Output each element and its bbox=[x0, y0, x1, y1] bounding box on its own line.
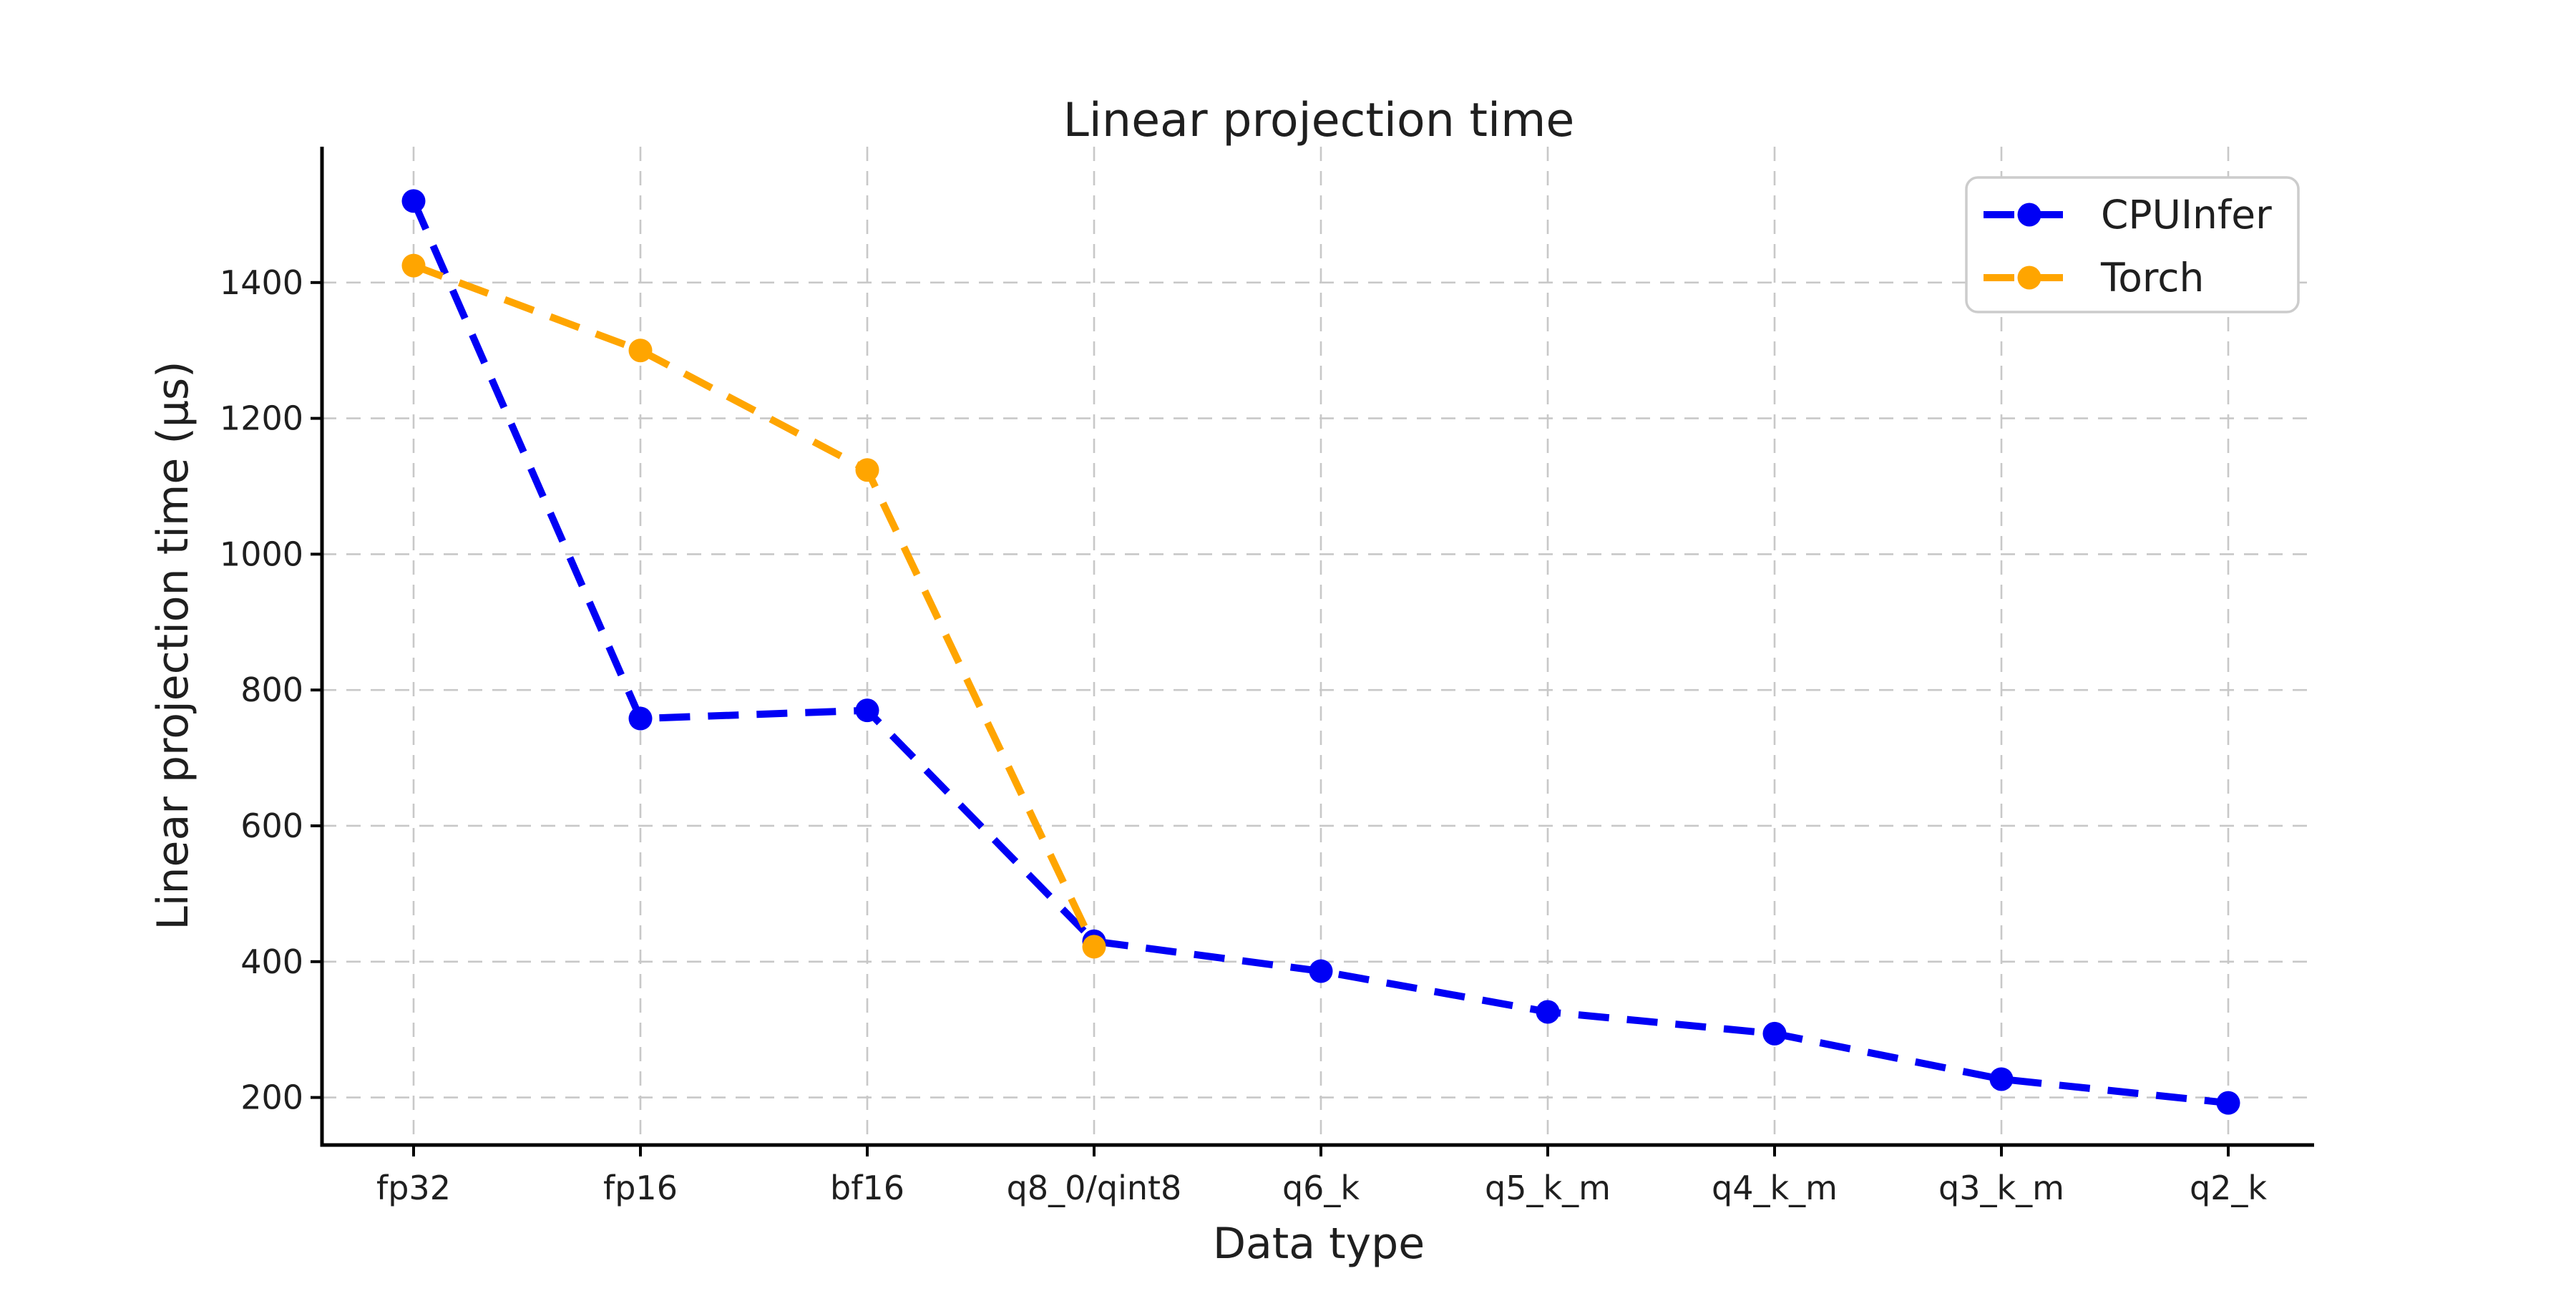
data-point-marker-cpuinfer bbox=[1762, 1021, 1787, 1046]
y-axis-label: Linear projection time (µs) bbox=[148, 361, 198, 930]
data-point-marker-torch bbox=[628, 338, 653, 363]
data-point-marker-cpuinfer bbox=[1989, 1067, 2014, 1091]
data-point-marker-cpuinfer bbox=[628, 706, 653, 731]
data-point-marker-cpuinfer bbox=[1309, 959, 1333, 983]
data-point-marker-cpuinfer bbox=[1536, 1000, 1560, 1024]
x-tick-label: bf16 bbox=[830, 1169, 904, 1207]
y-tick-label: 1200 bbox=[220, 399, 303, 438]
series-line-torch bbox=[412, 262, 1098, 949]
x-axis-label: Data type bbox=[1213, 1219, 1425, 1269]
y-tick-label: 1400 bbox=[220, 263, 303, 302]
y-tick-label: 1000 bbox=[220, 535, 303, 573]
data-point-marker-cpuinfer bbox=[2216, 1091, 2240, 1115]
x-tick-label: q6_k bbox=[1282, 1169, 1360, 1207]
y-tick-label: 600 bbox=[240, 807, 303, 845]
legend-label: Torch bbox=[2100, 255, 2204, 301]
x-tick-label: q4_k_m bbox=[1712, 1169, 1838, 1207]
data-point-marker-torch bbox=[855, 458, 879, 482]
y-tick-label: 200 bbox=[240, 1078, 303, 1117]
data-point-marker-torch bbox=[1082, 935, 1106, 959]
data-point-marker-cpuinfer bbox=[401, 189, 426, 213]
data-point-marker-cpuinfer bbox=[855, 698, 879, 723]
legend-label: CPUInfer bbox=[2101, 192, 2272, 238]
y-tick-label: 800 bbox=[240, 671, 303, 709]
y-tick-label: 400 bbox=[240, 942, 303, 981]
chart-title: Linear projection time bbox=[1063, 94, 1575, 147]
x-tick-label: fp16 bbox=[603, 1169, 678, 1207]
x-tick-label: q8_0/qint8 bbox=[1007, 1169, 1182, 1207]
legend-circle-icon bbox=[2017, 265, 2041, 290]
x-tick-label: q5_k_m bbox=[1485, 1169, 1611, 1207]
x-tick-label: q2_k bbox=[2190, 1169, 2267, 1207]
legend-circle-icon bbox=[2017, 203, 2041, 227]
x-tick-label: fp32 bbox=[376, 1169, 451, 1207]
x-tick-label: q3_k_m bbox=[1938, 1169, 2064, 1207]
data-point-marker-torch bbox=[401, 253, 426, 278]
